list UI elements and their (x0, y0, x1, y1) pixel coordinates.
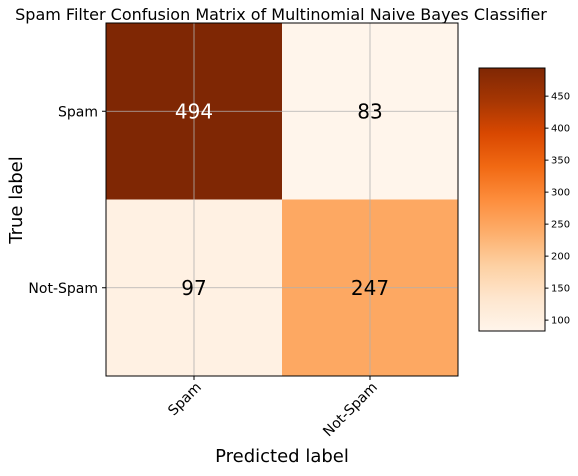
colorbar-tick-label: 250 (551, 220, 570, 231)
chart-title: Spam Filter Confusion Matrix of Multinom… (15, 5, 547, 24)
cell-value-label: 247 (351, 276, 389, 300)
colorbar (478, 67, 546, 332)
y-tick-label: Spam (58, 104, 98, 120)
x-tick-label: Spam (165, 380, 205, 420)
colorbar-tick-label: 450 (551, 92, 570, 103)
colorbar-tick-label: 100 (551, 316, 570, 327)
colorbar-tick-label: 400 (551, 124, 570, 135)
cell-value-label: 97 (181, 276, 206, 300)
plot-frame (105, 22, 459, 377)
x-axis-label: Predicted label (215, 446, 349, 467)
colorbar-tick-label: 350 (551, 156, 570, 167)
colorbar-tick-label: 300 (551, 188, 570, 199)
y-tick-label: Not-Spam (28, 281, 98, 297)
x-tick-label: Not-Spam (320, 380, 381, 441)
colorbar-tick-label: 150 (551, 284, 570, 295)
cell-value-label: 83 (357, 99, 382, 123)
colorbar-tick-label: 200 (551, 252, 570, 263)
cell-value-label: 494 (175, 99, 213, 123)
y-axis-label: True label (6, 156, 27, 245)
